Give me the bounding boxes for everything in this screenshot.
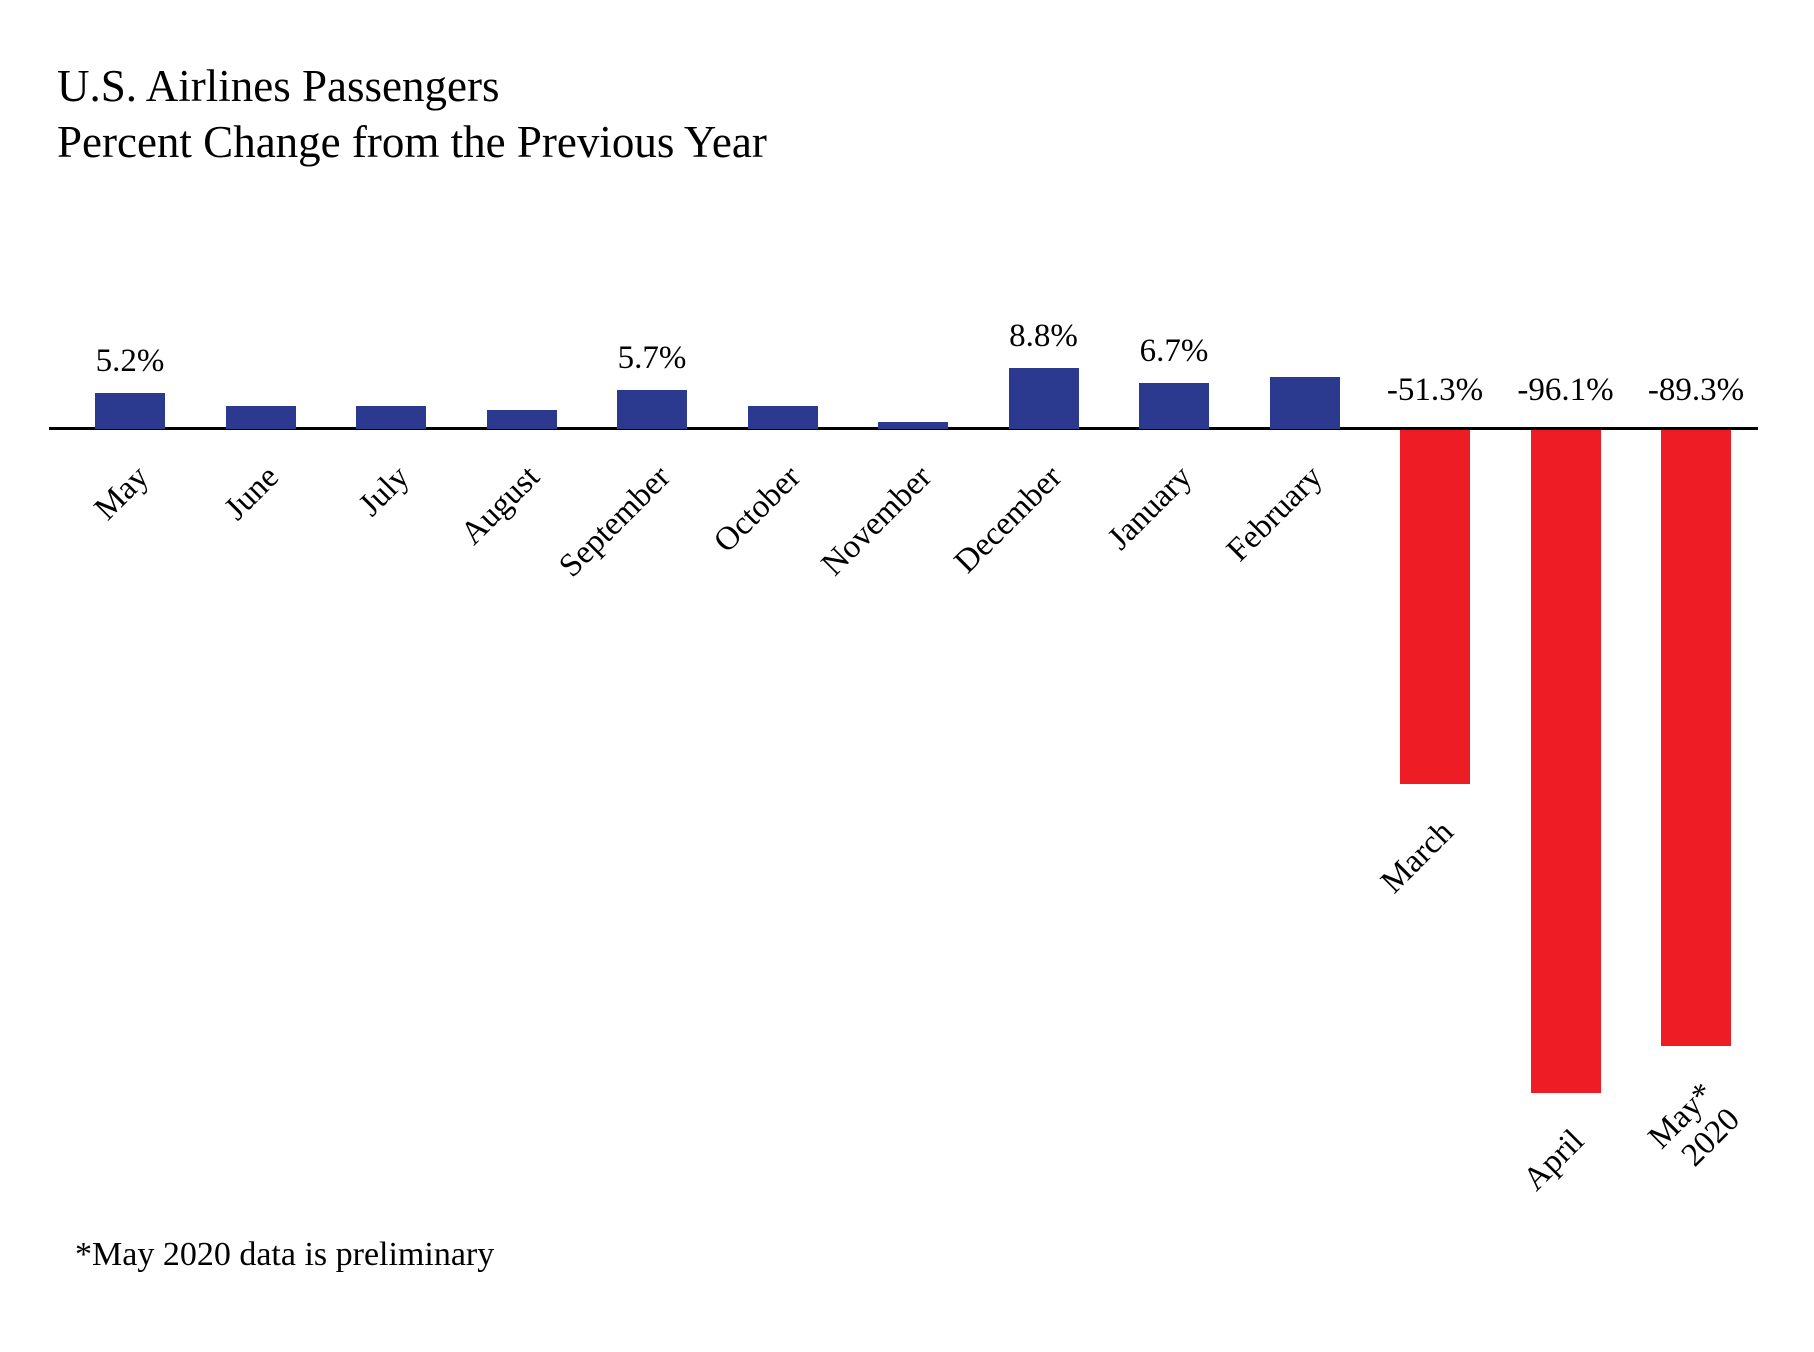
bar-november — [878, 422, 948, 429]
category-label-december: December — [947, 459, 1069, 581]
category-label-august: August — [454, 459, 547, 552]
bar-april — [1530, 430, 1601, 1094]
category-label-may: May — [87, 459, 156, 528]
category-label-june: June — [217, 459, 286, 528]
value-label-september: 5.7% — [617, 339, 687, 376]
category-label-november: November — [814, 459, 939, 583]
category-label-march: March — [1374, 813, 1461, 901]
value-label-march: -51.3% — [1386, 372, 1484, 408]
bar-june — [225, 406, 296, 429]
chart-title-line2: Percent Change from the Previous Year — [57, 117, 767, 167]
value-label-january: 6.7% — [1139, 332, 1209, 369]
bar-may-2020 — [1661, 430, 1731, 1047]
value-label-december: 8.8% — [1009, 318, 1078, 355]
bar-december — [1008, 368, 1079, 429]
category-label-april: April — [1516, 1123, 1591, 1198]
category-label-july: July — [352, 459, 417, 524]
footnote: *May 2020 data is preliminary — [75, 1236, 495, 1273]
bar-may — [95, 393, 165, 429]
bar-february — [1269, 377, 1340, 429]
bar-july — [356, 406, 426, 429]
bar-september — [617, 389, 687, 429]
category-label-september: September — [552, 459, 678, 585]
value-label-may-2020: -89.3% — [1647, 372, 1745, 408]
bar-march — [1400, 430, 1470, 784]
value-label-may: 5.2% — [95, 343, 165, 380]
value-label-april: -96.1% — [1517, 372, 1614, 408]
bar-october — [747, 405, 818, 429]
category-label-october: October — [707, 459, 808, 560]
chart-title: U.S. Airlines Passengers Percent Change f… — [57, 58, 767, 170]
category-label-may-2020: May* 2020 — [1641, 1076, 1747, 1174]
category-label-february: February — [1220, 459, 1330, 569]
bar-august — [486, 410, 557, 429]
category-label-january: January — [1101, 459, 1200, 558]
bar-january — [1139, 382, 1209, 429]
chart-title-line1: U.S. Airlines Passengers — [57, 61, 500, 111]
